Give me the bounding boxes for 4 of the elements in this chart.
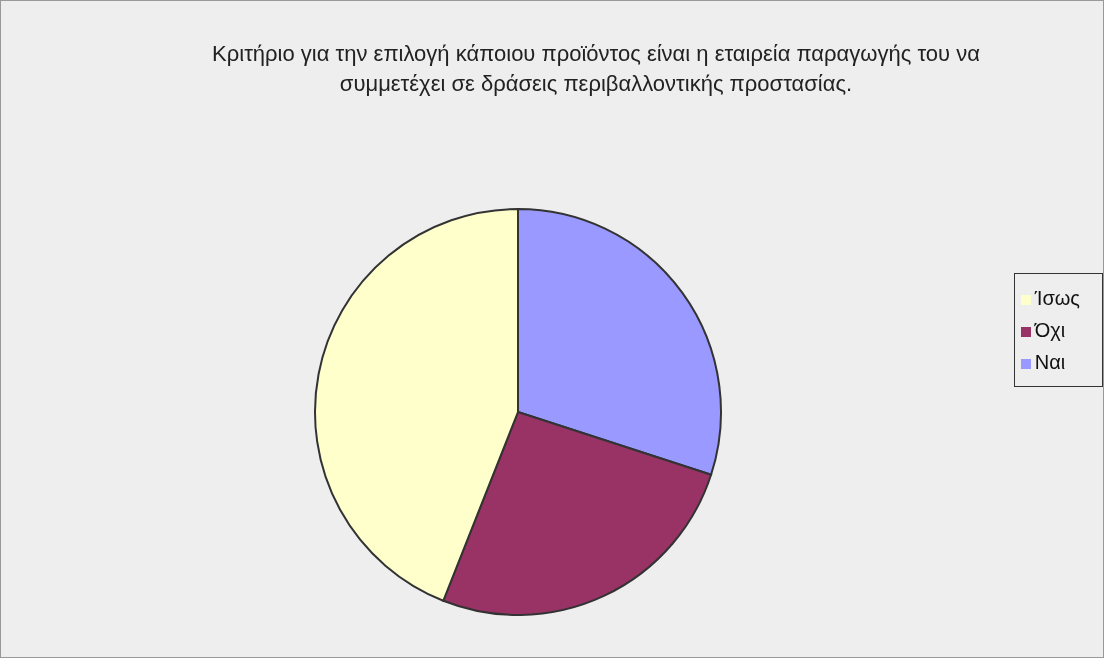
legend-label: Ναι: [1034, 351, 1066, 373]
legend-label: Όχι: [1034, 319, 1066, 341]
chart-title: Κριτήριο για την επιλογή κάποιου προϊόντος είναι η εταιρεία παραγωγής του να συμμετέχει σε δράσεις περιβαλλοντικής προστασίας.: [211, 40, 981, 98]
legend-label: Ίσως: [1034, 287, 1080, 309]
